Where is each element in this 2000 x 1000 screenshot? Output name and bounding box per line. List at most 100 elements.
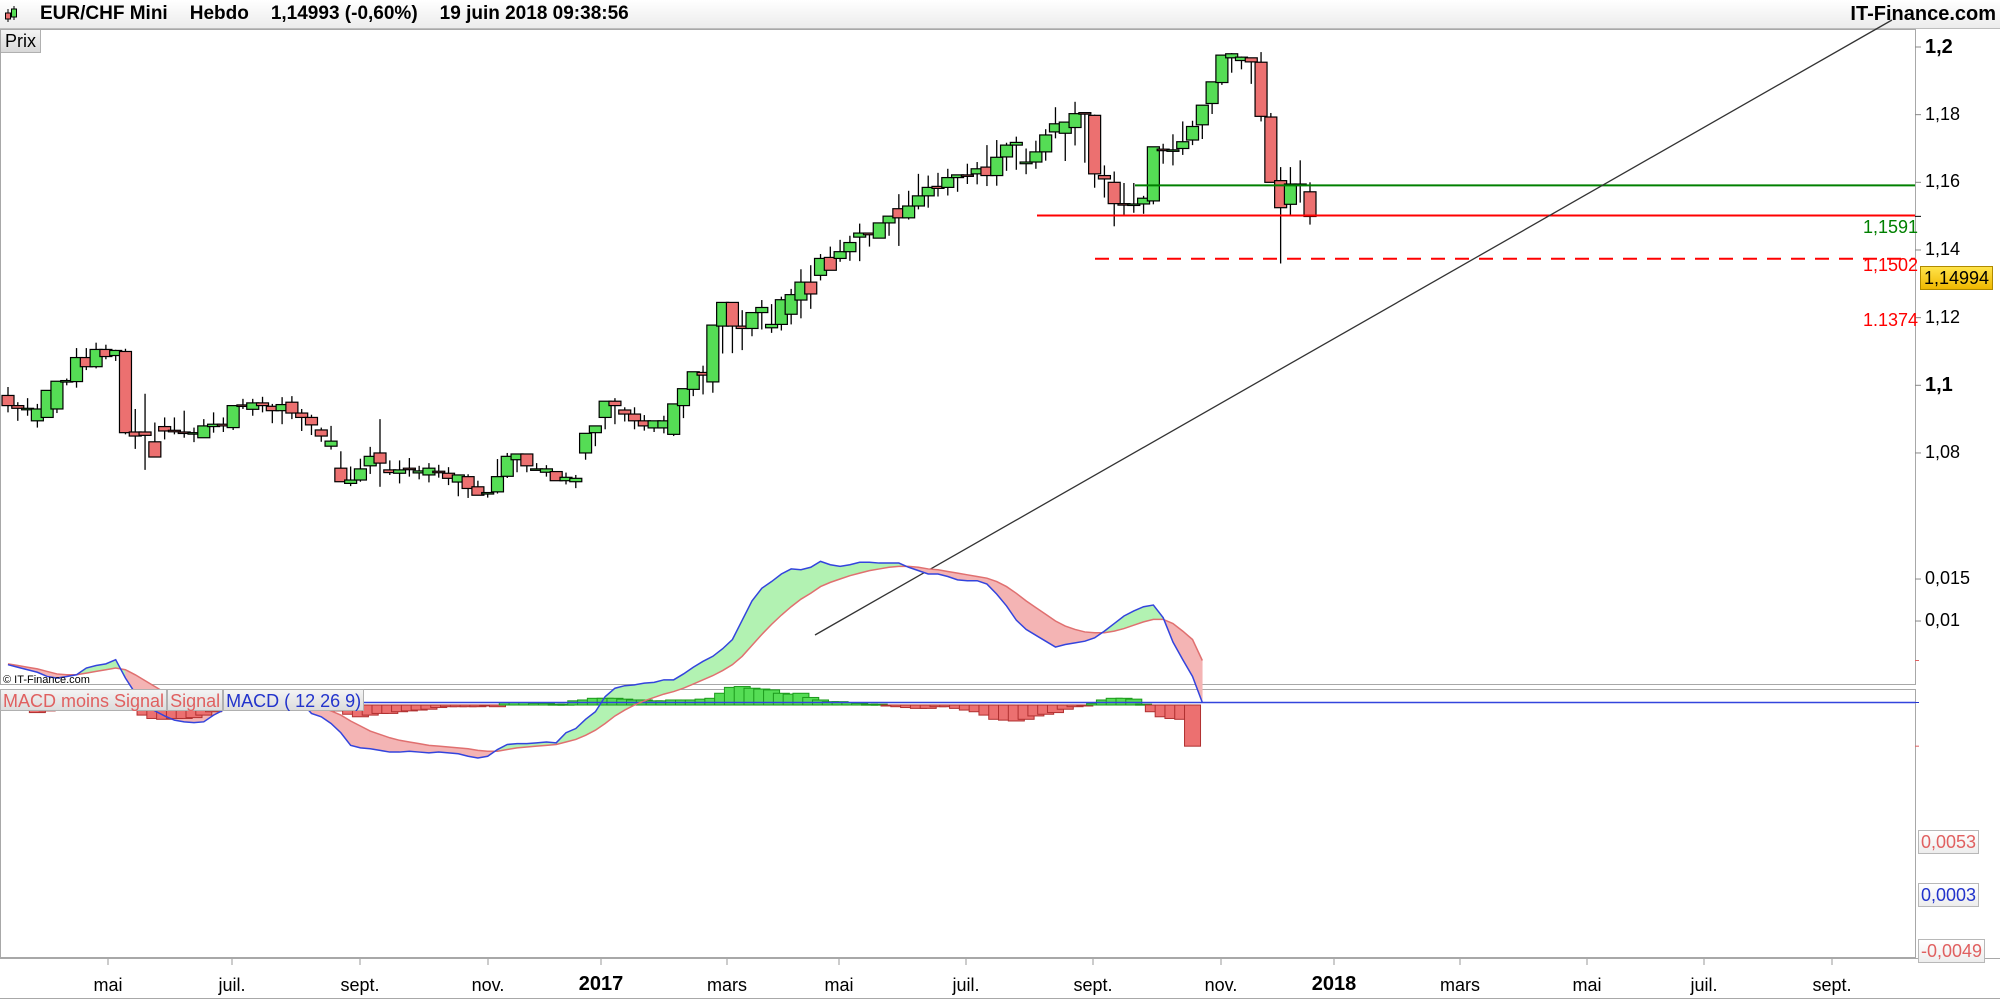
candle-down [1254, 61, 1268, 117]
candle-up [569, 477, 583, 483]
candle-up [706, 324, 720, 383]
candle-up [69, 356, 84, 383]
candle-up [1283, 183, 1298, 205]
candle-down [118, 350, 133, 434]
candle-up [490, 476, 505, 493]
macd-fill [604, 687, 616, 725]
price-change: 1,14993 (-0,60%) [270, 3, 418, 24]
x-tick-label: mars [707, 975, 747, 995]
macd-tick-label: 0,01 [1925, 610, 1961, 631]
candle-up [990, 156, 1004, 177]
candle-up [197, 425, 211, 439]
candle-down [1097, 174, 1112, 180]
price-tick-label: 1,2 [1925, 36, 1953, 58]
candle-down [167, 429, 182, 433]
instrument-name: EUR/CHF Mini [40, 3, 168, 24]
candle-down [627, 413, 642, 422]
trendline [814, 19, 1893, 636]
candle-up [755, 306, 769, 314]
candle-down [725, 301, 740, 327]
price-tick-label: 1,14 [1925, 238, 1961, 259]
price-tick-label: 1,16 [1925, 171, 1961, 192]
x-tick-label: nov. [471, 975, 505, 995]
candle-down [471, 486, 485, 496]
x-tick-label: juil. [218, 975, 246, 995]
title-bar: EUR/CHF Mini Hebdo 1,14993 (-0,60%) 19 j… [0, 0, 2000, 29]
candle-up [1019, 161, 1033, 165]
candle-down [295, 412, 309, 419]
x-tick-label: 2017 [578, 973, 624, 995]
candle-up [392, 469, 407, 474]
candle-down [549, 470, 563, 482]
candle-up [921, 186, 935, 197]
legend-histogram[interactable]: MACD moins Signal [0, 689, 168, 711]
macd-line [7, 560, 1204, 759]
candle-up [676, 388, 691, 407]
x-tick-label: sept. [1812, 975, 1852, 995]
candle-down [138, 431, 152, 436]
candle-up [882, 215, 896, 224]
candle-up [1127, 203, 1141, 207]
candle-up [911, 195, 926, 207]
candle-down [148, 441, 162, 458]
histogram-bar-negative [1184, 704, 1202, 747]
x-tick-label: juil. [952, 975, 980, 995]
candle-down [285, 401, 299, 414]
macd-fill [360, 725, 371, 749]
copyright-label: © IT-Finance.com [3, 674, 90, 686]
candle-down [823, 256, 837, 271]
candle-down [304, 416, 319, 426]
candle-down [11, 404, 25, 409]
level-label-1502: 1,1502 [1862, 255, 1918, 275]
candle-up [686, 371, 700, 390]
candle-down [158, 425, 172, 432]
candle-down [373, 452, 387, 464]
candle-down [520, 453, 534, 467]
candle-down [402, 467, 416, 471]
candle-up [745, 311, 759, 330]
legend-signal[interactable]: Signal [167, 689, 224, 711]
brand-label: IT-Finance.com [1850, 3, 1996, 25]
candle-down [461, 476, 475, 490]
candle-up [539, 468, 554, 473]
candle-up [598, 400, 612, 419]
candle-up [941, 176, 955, 188]
candle-down [1, 394, 15, 407]
candle-up [1039, 134, 1053, 153]
candle-up [1195, 104, 1209, 126]
candle-down [1303, 191, 1317, 218]
candle-down [1244, 57, 1258, 63]
candle-up [1068, 113, 1082, 129]
candlestick-logo-icon [4, 5, 18, 23]
candle-up [353, 468, 368, 481]
histogram-bar-negative [488, 704, 506, 708]
candle-down [1088, 114, 1102, 175]
candle-down [314, 429, 328, 437]
price-tick-label: 1,18 [1925, 103, 1961, 124]
price-tick-label: 1,08 [1925, 441, 1961, 462]
candle-up [872, 222, 886, 239]
datetime: 19 juin 2018 09:38:56 [439, 3, 629, 24]
legend-macd[interactable]: MACD ( 12 26 9) [223, 689, 365, 711]
candle-up [1166, 149, 1180, 152]
candle-up [784, 294, 798, 315]
x-tick-label: mai [1572, 975, 1602, 995]
candle-up [578, 432, 593, 454]
level-label-1374: 1.1374 [1862, 310, 1918, 330]
candle-up [1215, 54, 1229, 84]
candle-up [1009, 141, 1023, 146]
candle-up [500, 455, 514, 477]
candle-up [764, 323, 779, 329]
candle-up [1225, 53, 1239, 59]
x-tick-label: 2018 [1311, 973, 1357, 995]
candle-up [226, 404, 240, 429]
candle-up [89, 348, 103, 368]
price-tick-label: 1,1 [1925, 374, 1953, 397]
current-price-box: 1,14994 [1920, 266, 1994, 290]
candle-up [1185, 125, 1200, 141]
period-label: Hebdo [189, 3, 249, 24]
candle-up [50, 380, 64, 410]
candle-up [667, 403, 681, 435]
candle-up [1029, 151, 1043, 163]
